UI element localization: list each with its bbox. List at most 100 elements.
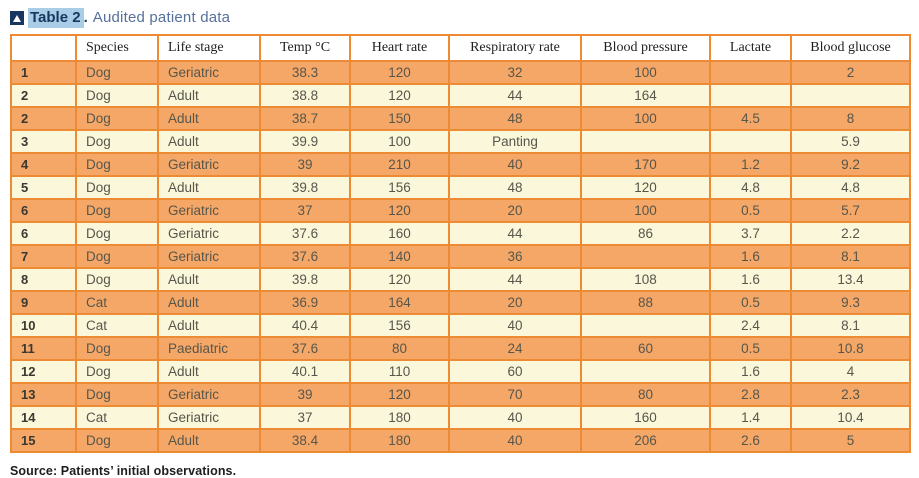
table-cell: 120 [349, 382, 450, 407]
table-cell: 48 [448, 106, 582, 131]
column-header [10, 34, 77, 62]
table-cell: Geriatric [157, 244, 261, 269]
table-cell: 60 [580, 336, 711, 361]
patient-data-table: Species Life stage Temp °C Heart rate Respir… [10, 34, 911, 453]
table-row: 6 Dog Geriatric 37.6 160 44 86 3.7 2.2 [10, 221, 911, 246]
table-cell [709, 60, 792, 85]
table-cell: 40.1 [259, 359, 351, 384]
table-cell: 38.4 [259, 428, 351, 453]
table-number-label: Table 2 [28, 8, 84, 28]
table-cell: 5 [10, 175, 77, 200]
table-cell: 20 [448, 290, 582, 315]
table-cell: 4 [790, 359, 911, 384]
column-header: Respiratory rate [448, 34, 582, 62]
table-cell: 140 [349, 244, 450, 269]
table-cell [709, 129, 792, 154]
table-cell: 39 [259, 152, 351, 177]
table-cell: Adult [157, 267, 261, 292]
table-cell: 40 [448, 313, 582, 338]
table-cell: 37.6 [259, 221, 351, 246]
table-cell: 15 [10, 428, 77, 453]
table-cell: 1 [10, 60, 77, 85]
table-row: 10 Cat Adult 40.4 156 40 2.4 8.1 [10, 313, 911, 338]
table-cell: Adult [157, 129, 261, 154]
triangle-up-icon [10, 11, 24, 25]
table-cell: 108 [580, 267, 711, 292]
table-cell: 156 [349, 175, 450, 200]
table-cell: 210 [349, 152, 450, 177]
table-cell: 2.8 [709, 382, 792, 407]
column-header: Life stage [157, 34, 261, 62]
table-cell: 4.5 [709, 106, 792, 131]
table-row: 9 Cat Adult 36.9 164 20 88 0.5 9.3 [10, 290, 911, 315]
table-cell: 9.2 [790, 152, 911, 177]
table-cell: 120 [349, 198, 450, 223]
table-cell: 100 [580, 106, 711, 131]
table-cell: 100 [349, 129, 450, 154]
table-cell: 3.7 [709, 221, 792, 246]
table-cell: Dog [75, 359, 159, 384]
table-cell: 120 [349, 83, 450, 108]
table-cell: 40 [448, 405, 582, 430]
table-cell: 180 [349, 405, 450, 430]
table-cell: 37.6 [259, 244, 351, 269]
column-header: Heart rate [349, 34, 450, 62]
table-cell: 32 [448, 60, 582, 85]
table-cell: 120 [580, 175, 711, 200]
table-cell: 100 [580, 60, 711, 85]
table-row: 11 Dog Paediatric 37.6 80 24 60 0.5 10.8 [10, 336, 911, 361]
table-cell: 6 [10, 221, 77, 246]
table-cell: Dog [75, 152, 159, 177]
table-cell: 13 [10, 382, 77, 407]
table-cell: 5 [790, 428, 911, 453]
table-cell: 9.3 [790, 290, 911, 315]
table-cell: 10.4 [790, 405, 911, 430]
table-cell: Dog [75, 129, 159, 154]
table-cell: 36 [448, 244, 582, 269]
table-cell: 39.8 [259, 267, 351, 292]
table-cell: 80 [580, 382, 711, 407]
table-cell [580, 129, 711, 154]
table-cell: 40.4 [259, 313, 351, 338]
column-header: Blood pressure [580, 34, 711, 62]
table-cell: 39.8 [259, 175, 351, 200]
table-cell: Adult [157, 359, 261, 384]
table-body: 1 Dog Geriatric 38.3 120 32 100 2 2 Dog Adult 38.8 1… [10, 60, 911, 453]
table-cell: 160 [349, 221, 450, 246]
table-cell: 180 [349, 428, 450, 453]
table-cell: 2.2 [790, 221, 911, 246]
table-cell: 8 [10, 267, 77, 292]
table-cell: 164 [580, 83, 711, 108]
table-cell [580, 244, 711, 269]
table-cell: 37 [259, 198, 351, 223]
table-cell: Geriatric [157, 405, 261, 430]
table-cell: 4.8 [709, 175, 792, 200]
table-cell: 88 [580, 290, 711, 315]
table-cell: 10.8 [790, 336, 911, 361]
table-cell: 0.5 [709, 336, 792, 361]
table-cell: 40 [448, 152, 582, 177]
table-row: 2 Dog Adult 38.8 120 44 164 [10, 83, 911, 108]
table-cell: 2 [10, 83, 77, 108]
table-cell: 1.4 [709, 405, 792, 430]
table-cell: Adult [157, 83, 261, 108]
table-cell: 38.3 [259, 60, 351, 85]
table-cell: Cat [75, 405, 159, 430]
table-cell: 170 [580, 152, 711, 177]
table-cell: Dog [75, 382, 159, 407]
table-cell: Cat [75, 290, 159, 315]
table-cell: Adult [157, 290, 261, 315]
table-cell: 110 [349, 359, 450, 384]
table-cell: Dog [75, 428, 159, 453]
table-cell: 80 [349, 336, 450, 361]
table-cell: 37 [259, 405, 351, 430]
table-cell: Dog [75, 60, 159, 85]
source-note: Source: Patients’ initial observations. [10, 464, 237, 478]
table-cell: Dog [75, 221, 159, 246]
table-cell [709, 83, 792, 108]
table-cell: Dog [75, 267, 159, 292]
table-cell: 120 [349, 267, 450, 292]
column-header: Lactate [709, 34, 792, 62]
table-cell: Dog [75, 175, 159, 200]
